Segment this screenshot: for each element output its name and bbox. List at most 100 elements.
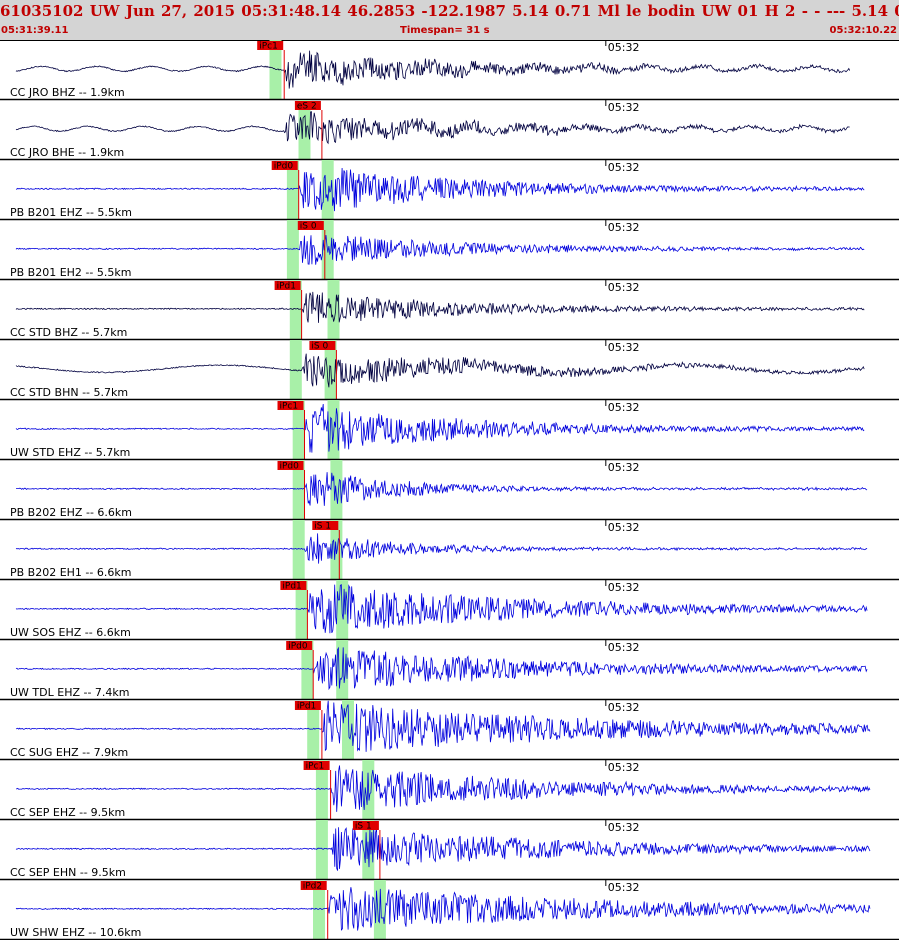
pick-label: iS 1	[355, 822, 372, 832]
seismic-trace	[15, 167, 865, 212]
phase-window	[327, 400, 340, 460]
station-label: PB B202 EH1 -- 6.6km	[10, 566, 131, 579]
pick-label: iPc1	[306, 762, 325, 772]
pick-label: iPc1	[259, 42, 278, 52]
phase-window	[292, 520, 305, 580]
time-tick-label: 05:32	[608, 221, 640, 234]
phase-window	[286, 160, 299, 220]
pick-marker[interactable]	[294, 101, 321, 110]
seismic-trace	[15, 646, 868, 691]
seismic-trace	[15, 111, 850, 145]
pick-label: iPd0	[274, 162, 294, 172]
phase-window	[327, 280, 340, 340]
event-header: 61035102 UW Jun 27, 2015 05:31:48.14 46.…	[0, 0, 899, 41]
seismic-trace	[16, 765, 871, 812]
seismic-trace	[15, 827, 871, 871]
station-panel[interactable]: 05:32 iS 1 CC SEP EHN -- 9.5km	[0, 820, 899, 881]
station-label: CC STD BHZ -- 5.7km	[10, 326, 127, 339]
phase-window	[292, 460, 305, 520]
station-label: CC JRO BHZ -- 1.9km	[10, 86, 125, 99]
station-panel[interactable]: 05:32 iS 1 PB B202 EH1 -- 6.6km	[0, 520, 899, 581]
phase-window	[301, 640, 314, 700]
station-label: UW TDL EHZ -- 7.4km	[10, 686, 130, 699]
station-panel[interactable]: 05:32 iPd1 UW SOS EHZ -- 6.6km	[0, 580, 899, 641]
pick-label: iPd1	[277, 282, 296, 292]
seismic-trace	[15, 353, 865, 388]
pick-label: iS 0	[311, 342, 328, 352]
event-title: 61035102 UW Jun 27, 2015 05:31:48.14 46.…	[0, 2, 899, 20]
time-tick-label: 05:32	[608, 761, 640, 774]
seismic-trace	[15, 291, 865, 323]
time-tick-label: 05:32	[608, 821, 640, 834]
time-tick-label: 05:32	[608, 701, 640, 714]
station-panel[interactable]: 05:32 iPd0 PB B202 EHZ -- 6.6km	[0, 460, 899, 521]
phase-window	[315, 760, 328, 820]
pick-label: iPd0	[288, 642, 308, 652]
phase-window	[289, 280, 302, 340]
pick-label: iPd1	[282, 582, 301, 592]
seismic-trace	[16, 472, 868, 506]
pick-marker[interactable]	[303, 761, 330, 770]
station-panel[interactable]: 05:32 iPc1 UW STD EHZ -- 5.7km	[0, 400, 899, 461]
station-label: CC SUG EHZ -- 7.9km	[10, 746, 128, 759]
station-panel[interactable]: 05:32 iPd1 CC STD BHZ -- 5.7km	[0, 280, 899, 341]
seismic-trace	[15, 700, 871, 752]
station-label: PB B202 EHZ -- 6.6km	[10, 506, 132, 519]
station-panel[interactable]: 05:32 iS 0 CC STD BHN -- 5.7km	[0, 340, 899, 401]
pick-label: iS 0	[300, 222, 317, 232]
phase-window	[292, 400, 305, 460]
station-label: CC SEP EHN -- 9.5km	[10, 866, 126, 879]
phase-window	[286, 220, 299, 280]
station-label: PB B201 EHZ -- 5.5km	[10, 206, 132, 219]
station-panel[interactable]: 05:32 iS 0 PB B201 EH2 -- 5.5km	[0, 220, 899, 281]
seismic-trace	[15, 533, 868, 564]
phase-window	[298, 100, 311, 160]
pick-marker[interactable]	[309, 341, 336, 350]
phase-window	[295, 580, 308, 640]
station-label: CC STD BHN -- 5.7km	[10, 386, 128, 399]
phase-window	[315, 820, 328, 880]
pick-marker[interactable]	[294, 701, 321, 710]
pick-marker[interactable]	[257, 41, 284, 50]
phase-window	[313, 880, 325, 940]
phase-window	[307, 700, 320, 760]
time-tick-label: 05:32	[608, 41, 640, 54]
pick-marker[interactable]	[271, 161, 298, 170]
seismic-trace	[15, 583, 868, 634]
pick-marker[interactable]	[352, 821, 379, 830]
seismic-trace	[15, 235, 865, 265]
pick-marker[interactable]	[277, 461, 304, 470]
start-time: 05:31:39.11	[1, 25, 69, 36]
pick-marker[interactable]	[274, 281, 301, 290]
station-panel[interactable]: 05:32 eS 2 CC JRO BHE -- 1.9km	[0, 100, 899, 161]
pick-marker[interactable]	[297, 221, 324, 230]
seismic-trace	[15, 50, 851, 89]
station-panel[interactable]: 05:32 iPc1 CC SEP EHZ -- 9.5km	[0, 760, 899, 821]
station-panel[interactable]: 05:32 iPd0 PB B201 EHZ -- 5.5km	[0, 160, 899, 221]
station-panel[interactable]: 05:32 iPd1 CC SUG EHZ -- 7.9km	[0, 700, 899, 761]
pick-label: iPd2	[303, 882, 322, 892]
time-tick-label: 05:32	[608, 641, 640, 654]
pick-marker[interactable]	[300, 881, 327, 890]
time-tick-label: 05:32	[608, 521, 640, 534]
time-tick-label: 05:32	[608, 101, 640, 114]
pick-marker[interactable]	[280, 581, 307, 590]
seismogram-panels[interactable]: 05:32 iPc1 CC JRO BHZ -- 1.9km 05:32 eS 2 CC …	[0, 40, 899, 940]
pick-marker[interactable]	[286, 641, 313, 650]
time-tick-label: 05:32	[608, 161, 640, 174]
pick-label: iPd1	[297, 702, 316, 712]
time-tick-label: 05:32	[608, 401, 640, 414]
phase-window	[269, 40, 282, 100]
pick-marker[interactable]	[312, 521, 339, 530]
station-label: CC JRO BHE -- 1.9km	[10, 146, 124, 159]
seismic-trace	[15, 403, 865, 453]
station-panel[interactable]: 05:32 iPd0 UW TDL EHZ -- 7.4km	[0, 640, 899, 701]
pick-marker[interactable]	[277, 401, 304, 410]
station-panel[interactable]: 05:32 iPc1 CC JRO BHZ -- 1.9km	[0, 40, 899, 101]
time-tick-label: 05:32	[608, 341, 640, 354]
pick-label: iPd0	[280, 462, 300, 472]
station-label: CC SEP EHZ -- 9.5km	[10, 806, 125, 819]
station-panel[interactable]: 05:32 iPd2 UW SHW EHZ -- 10.6km	[0, 880, 899, 940]
pick-label: iS 1	[314, 522, 331, 532]
station-label: UW SOS EHZ -- 6.6km	[10, 626, 131, 639]
